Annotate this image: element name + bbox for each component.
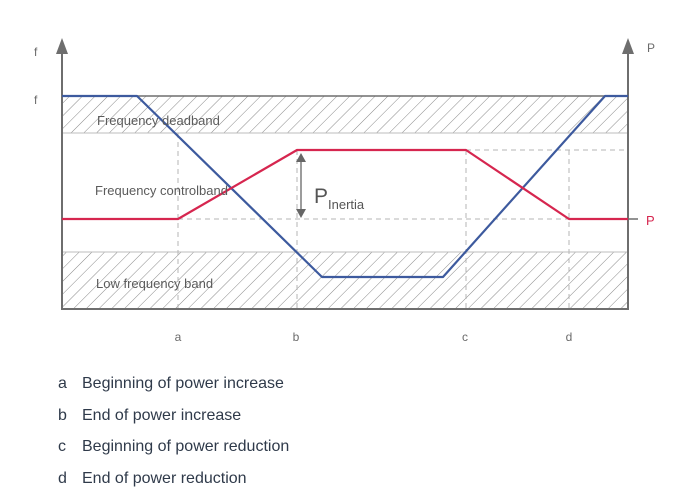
left-level-label: f bbox=[34, 93, 38, 107]
legend-text: End of power reduction bbox=[82, 470, 247, 488]
legend-key: b bbox=[58, 406, 67, 424]
frequency-curve bbox=[62, 94, 628, 279]
legend-key: c bbox=[58, 438, 66, 456]
p-inertia-label: PInertia bbox=[314, 185, 365, 212]
low-band-label: Low frequency band bbox=[96, 276, 213, 291]
p-inertia-main: P bbox=[314, 185, 328, 208]
frequency-power-diagram: f f P P Frequency deadband Frequency con… bbox=[34, 38, 655, 344]
legend-text: Beginning of power reduction bbox=[82, 438, 290, 456]
left-axis-arrow-icon bbox=[56, 38, 68, 54]
legend: a Beginning of power increase b End of pow… bbox=[58, 368, 289, 495]
tick-label-b: b bbox=[293, 330, 300, 344]
tick-label-c: c bbox=[462, 330, 468, 344]
legend-item: c Beginning of power reduction bbox=[58, 431, 289, 463]
left-axis-label: f bbox=[34, 45, 38, 59]
low-frequency-band bbox=[62, 252, 628, 308]
legend-item: d End of power reduction bbox=[58, 463, 289, 495]
legend-key: a bbox=[58, 375, 67, 392]
tick-label-d: d bbox=[566, 330, 573, 344]
legend-item: a Beginning of power increase bbox=[58, 368, 289, 400]
right-level-label: P bbox=[646, 213, 655, 228]
right-axis-arrow-icon bbox=[622, 38, 634, 54]
right-axis-label: P bbox=[647, 41, 655, 55]
tick-label-a: a bbox=[175, 330, 182, 344]
legend-key: d bbox=[58, 470, 67, 488]
p-inertia-arrow-up-icon bbox=[296, 153, 306, 162]
legend-item: b End of power increase bbox=[58, 400, 289, 432]
legend-text: Beginning of power increase bbox=[82, 375, 284, 392]
deadband-label: Frequency deadband bbox=[97, 113, 220, 128]
p-inertia-subscript: Inertia bbox=[328, 197, 365, 212]
controlband-label: Frequency controlband bbox=[95, 183, 228, 198]
legend-text: End of power increase bbox=[82, 406, 242, 424]
power-curve bbox=[62, 148, 628, 221]
p-inertia-arrow-down-icon bbox=[296, 209, 306, 218]
